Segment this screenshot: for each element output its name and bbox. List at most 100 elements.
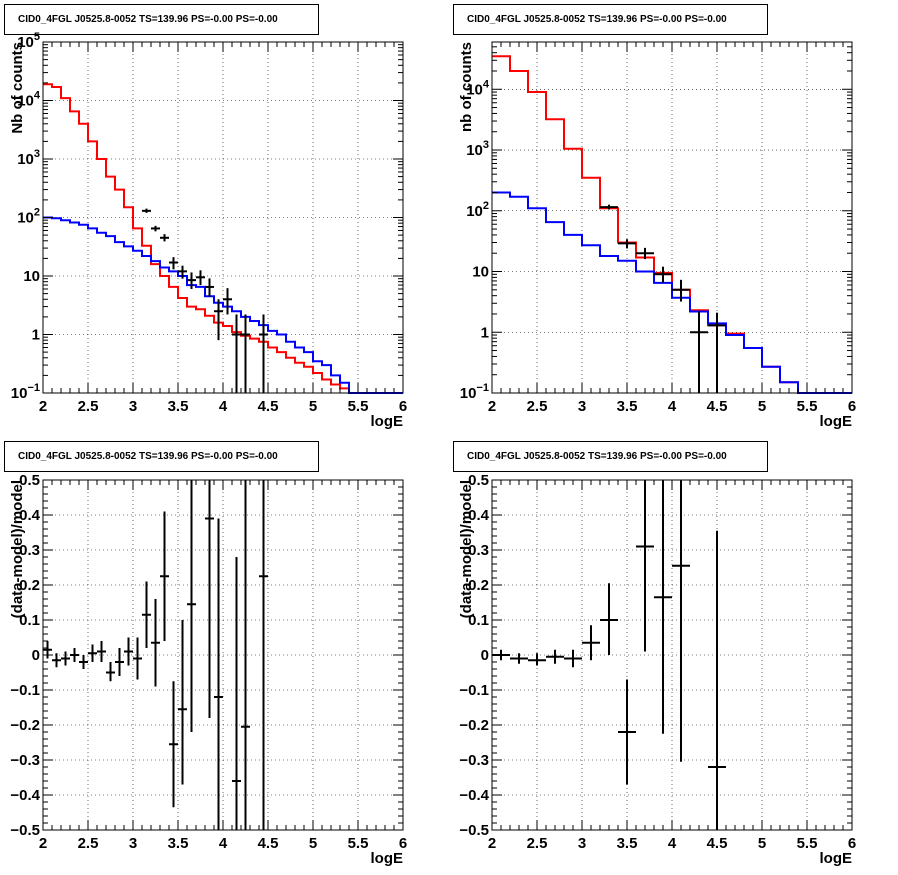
data-point xyxy=(636,480,654,652)
y-tick-label: 103 xyxy=(466,139,489,159)
chart-panel-p4: CID0_4FGL J0525.8-0052 TS=139.96 PS=-0.0… xyxy=(453,441,856,867)
y-tick-label: 102 xyxy=(466,200,489,220)
chart-title-box xyxy=(453,4,768,35)
x-axis-title: logE xyxy=(371,413,404,430)
y-tick-exponent: 5 xyxy=(34,31,40,43)
x-tick-label: 2 xyxy=(39,835,47,852)
y-tick-label: 0.2 xyxy=(19,577,40,594)
y-tick-label: −0.2 xyxy=(459,717,489,734)
data-point xyxy=(241,480,250,830)
x-tick-label: 4.5 xyxy=(258,835,279,852)
y-tick-label: −0.5 xyxy=(459,822,489,839)
x-tick-label: 3.5 xyxy=(168,398,189,415)
y-tick-label: 0.5 xyxy=(468,472,489,489)
x-tick-label: 4 xyxy=(668,835,677,852)
x-tick-label: 6 xyxy=(848,835,856,852)
x-tick-label: 5.5 xyxy=(797,835,818,852)
x-tick-label: 4.5 xyxy=(707,835,728,852)
chart-title-box xyxy=(4,441,319,472)
series-step-1 xyxy=(492,191,852,394)
chart-title: CID0_4FGL J0525.8-0052 TS=139.96 PS=-0.0… xyxy=(18,14,278,25)
data-point xyxy=(160,234,169,242)
data-point xyxy=(124,637,133,666)
series-step-1 xyxy=(43,216,403,394)
x-tick-label: 5 xyxy=(309,835,317,852)
x-tick-label: 5 xyxy=(758,398,766,415)
y-tick-label: 10 xyxy=(472,264,489,281)
data-point xyxy=(43,641,52,659)
y-tick-exponent: 2 xyxy=(34,207,40,219)
y-tick-label: 1 xyxy=(32,327,40,344)
data-point xyxy=(672,480,690,762)
series-step-0 xyxy=(43,83,403,394)
data-point xyxy=(708,530,726,830)
chart-title: CID0_4FGL J0525.8-0052 TS=139.96 PS=-0.0… xyxy=(467,14,727,25)
data-point xyxy=(654,480,672,734)
y-axis-title: (data-model)/model xyxy=(458,480,475,618)
x-tick-label: 2.5 xyxy=(527,835,548,852)
data-point xyxy=(232,557,241,830)
chart-title-box xyxy=(453,441,768,472)
y-tick-exponent: 4 xyxy=(483,78,490,90)
data-point xyxy=(178,265,187,279)
y-tick-label: −0.4 xyxy=(459,787,489,804)
data-point xyxy=(690,311,708,393)
x-tick-label: 4.5 xyxy=(258,398,279,415)
x-tick-label: 2.5 xyxy=(78,398,99,415)
x-tick-label: 5.5 xyxy=(797,398,818,415)
x-tick-label: 4 xyxy=(668,398,677,415)
y-tick-exponent: −1 xyxy=(27,382,40,394)
y-tick-label: −0.1 xyxy=(10,682,40,699)
y-tick-label: 10−1 xyxy=(460,382,489,402)
chart-panel-p3: CID0_4FGL J0525.8-0052 TS=139.96 PS=-0.0… xyxy=(4,441,407,867)
y-tick-label: 10−1 xyxy=(11,382,40,402)
y-tick-label: 0.3 xyxy=(468,542,489,559)
y-axis-title: nb of counts xyxy=(458,42,475,132)
data-point xyxy=(97,641,106,662)
x-tick-label: 3 xyxy=(129,398,137,415)
x-tick-label: 3.5 xyxy=(617,835,638,852)
data-point xyxy=(178,620,187,785)
data-point xyxy=(528,653,546,666)
x-tick-label: 2 xyxy=(488,835,496,852)
data-point xyxy=(205,278,214,297)
data-point xyxy=(241,314,250,393)
data-point xyxy=(600,204,618,210)
data-point xyxy=(654,266,672,283)
y-tick-label: 0.4 xyxy=(468,507,490,524)
chart-title-box xyxy=(4,4,319,35)
y-tick-exponent: 4 xyxy=(34,90,41,102)
y-tick-label: −0.4 xyxy=(10,787,40,804)
y-tick-label: −0.2 xyxy=(10,717,40,734)
data-point xyxy=(214,299,223,341)
data-point xyxy=(160,511,169,641)
y-axis-title: Nb of counts xyxy=(9,42,26,134)
data-point xyxy=(708,312,726,393)
x-tick-label: 3 xyxy=(578,835,586,852)
y-tick-label: 0.1 xyxy=(468,612,489,629)
y-tick-label: 0.2 xyxy=(468,577,489,594)
data-point xyxy=(79,655,88,669)
y-tick-label: −0.1 xyxy=(459,682,489,699)
data-point xyxy=(106,662,115,682)
y-tick-exponent: 2 xyxy=(483,200,489,212)
chart-panel-p1: CID0_4FGL J0525.8-0052 TS=139.96 PS=-0.0… xyxy=(4,4,407,430)
data-point xyxy=(510,653,528,664)
x-tick-label: 5.5 xyxy=(348,398,369,415)
data-point xyxy=(169,681,178,808)
y-tick-label: 0.3 xyxy=(19,542,40,559)
data-point xyxy=(259,480,268,830)
x-tick-label: 2.5 xyxy=(78,835,99,852)
y-tick-label: 0.1 xyxy=(19,612,40,629)
data-point xyxy=(214,518,223,830)
data-point xyxy=(618,679,636,785)
data-point xyxy=(672,279,690,302)
x-tick-label: 6 xyxy=(399,398,407,415)
data-point xyxy=(564,649,582,668)
data-point xyxy=(88,644,97,662)
data-point xyxy=(142,581,151,648)
x-tick-label: 2 xyxy=(488,398,496,415)
chart-title: CID0_4FGL J0525.8-0052 TS=139.96 PS=-0.0… xyxy=(18,451,278,462)
x-tick-label: 2 xyxy=(39,398,47,415)
